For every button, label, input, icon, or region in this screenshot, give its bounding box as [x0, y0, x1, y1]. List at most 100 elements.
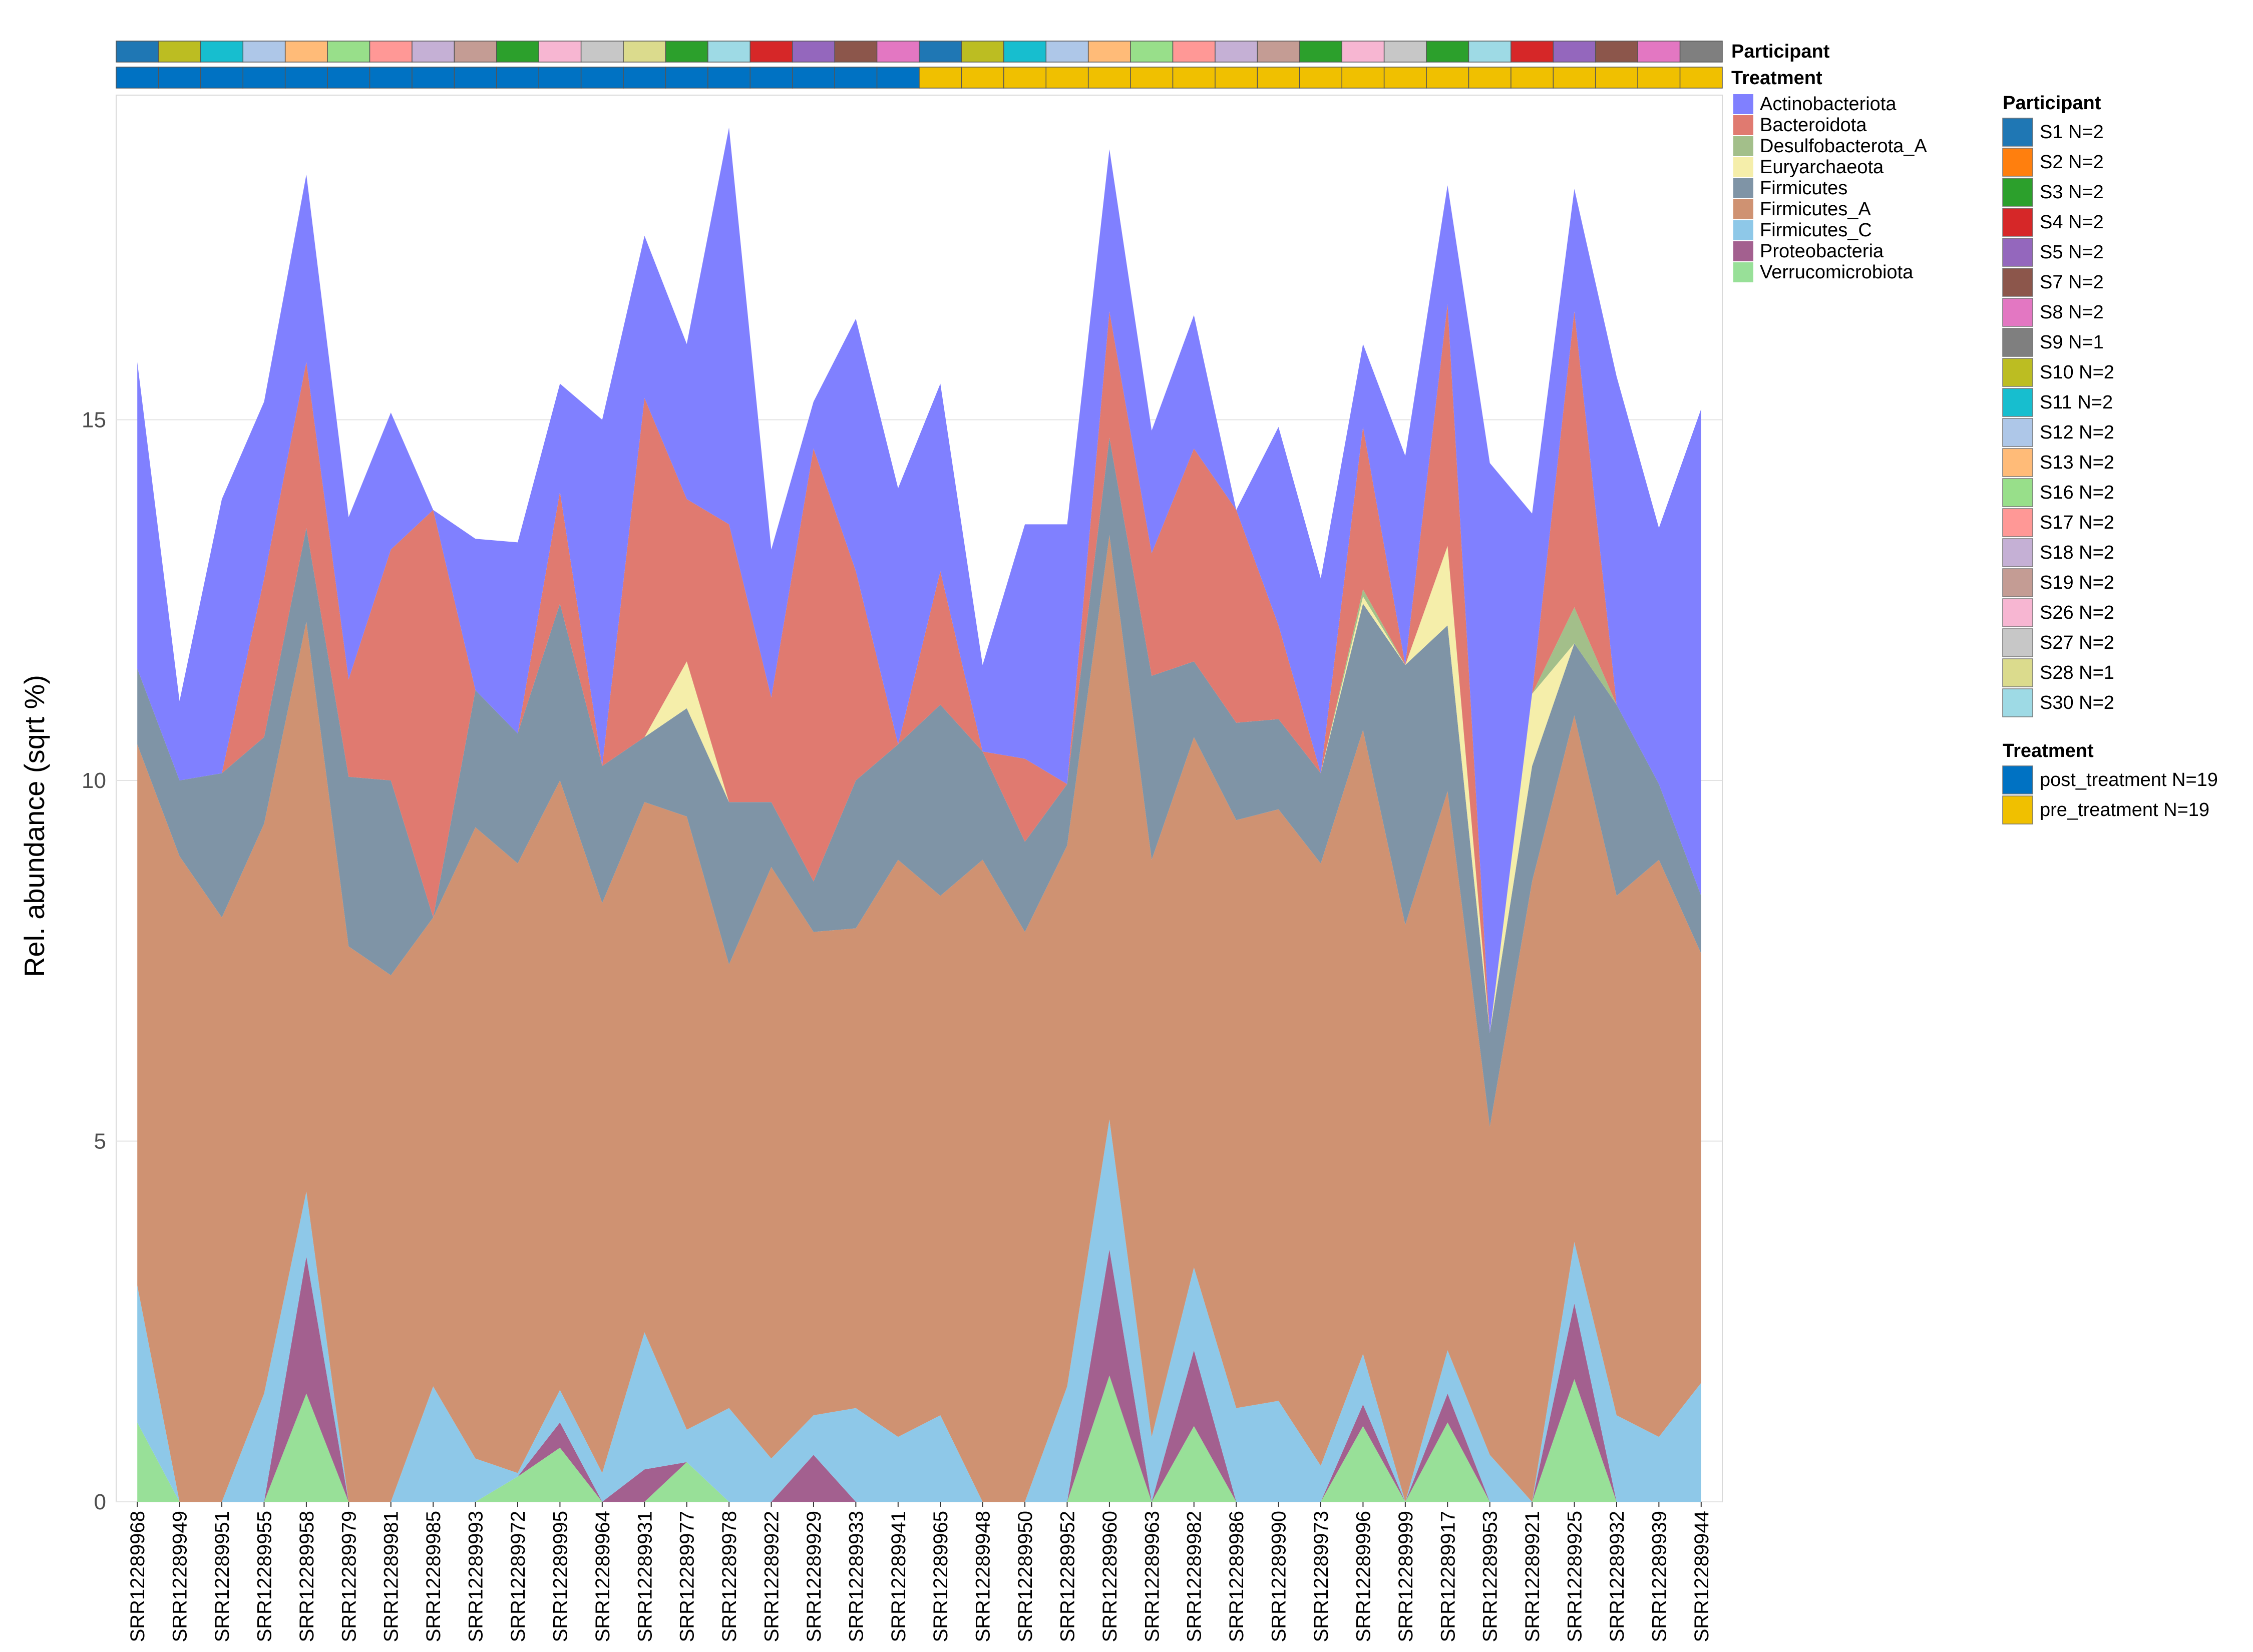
legend-label: Desulfobacterota_A — [1760, 136, 1927, 157]
participant-legend-swatch — [2002, 148, 2033, 177]
y-tick-label: 5 — [94, 1129, 106, 1153]
participant-legend-label: S12 N=2 — [2040, 422, 2114, 443]
treatment-legend-swatch — [2002, 765, 2033, 794]
participant-legend-label: S10 N=2 — [2040, 362, 2114, 383]
legend-swatch — [1733, 241, 1753, 261]
participant-legend-swatch — [2002, 358, 2033, 387]
y-axis: 0 5 10 15 — [82, 407, 106, 1514]
treatment-strip-cell — [1257, 67, 1300, 89]
participant-legend-swatch — [2002, 268, 2033, 297]
x-tick-label: SRR12289978 — [718, 1511, 740, 1642]
phylum-legend: ActinobacteriotaBacteroidotaDesulfobacte… — [1733, 94, 1927, 283]
participant-strip-cell — [1679, 41, 1723, 63]
area-actinobacteriota — [137, 127, 1701, 1033]
x-tick-label: SRR12289933 — [845, 1511, 867, 1642]
x-tick-label: SRR12289955 — [254, 1511, 276, 1642]
participant-strip-cell — [834, 41, 878, 63]
y-tick-label: 15 — [82, 407, 106, 432]
participant-legend-label: S4 N=2 — [2040, 212, 2104, 233]
x-tick-label: SRR12289931 — [634, 1511, 656, 1642]
treatment-strip-cell — [665, 67, 708, 89]
area-bacteroidota — [137, 304, 1701, 1033]
treatment-strip-cell — [792, 67, 835, 89]
treatment-strip-cell — [1637, 67, 1681, 89]
participant-legend-label: S17 N=2 — [2040, 512, 2114, 533]
treatment-strip-cell — [1130, 67, 1174, 89]
participant-strip-cell — [1595, 41, 1638, 63]
x-axis: SRR12289968 SRR12289949 SRR12289951 SRR1228… — [127, 1502, 1713, 1642]
participant-strip-cell — [1087, 41, 1131, 63]
treatment-strip — [116, 67, 1723, 89]
participant-legend-swatch — [2002, 388, 2033, 417]
participant-legend-label: S18 N=2 — [2040, 542, 2114, 563]
participant-legend-label: S30 N=2 — [2040, 692, 2114, 713]
legend-swatch — [1733, 94, 1753, 114]
treatment-strip-cell — [369, 67, 413, 89]
treatment-strip-cell — [327, 67, 370, 89]
treatment-legend-label: post_treatment N=19 — [2040, 769, 2218, 790]
participant-strip-cell — [1341, 41, 1385, 63]
treatment-strip-title: Treatment — [1731, 68, 1822, 89]
legend-swatch — [1733, 115, 1753, 135]
participant-legend-label: S19 N=2 — [2040, 572, 2114, 593]
treatment-strip-cell — [1172, 67, 1216, 89]
participant-legend-swatch — [2002, 298, 2033, 327]
participant-legend-swatch — [2002, 418, 2033, 447]
x-tick-label: SRR12289944 — [1691, 1511, 1713, 1642]
participant-legend-swatch — [2002, 568, 2033, 597]
x-tick-label: SRR12289925 — [1564, 1511, 1586, 1642]
treatment-strip-cell — [1468, 67, 1512, 89]
participant-strip-cell — [1215, 41, 1258, 63]
participant-strip-cell — [284, 41, 328, 63]
x-tick-label: SRR12289958 — [296, 1511, 318, 1642]
participant-strip-cell — [919, 41, 962, 63]
legend-label: Proteobacteria — [1760, 241, 1884, 262]
treatment-legend-title: Treatment — [2003, 740, 2094, 761]
x-tick-label: SRR12289952 — [1057, 1511, 1079, 1642]
participant-strip-cell — [707, 41, 751, 63]
x-tick-label: SRR12289977 — [676, 1511, 698, 1642]
participant-strip-cell — [538, 41, 582, 63]
participant-strip-cell — [665, 41, 708, 63]
x-tick-label: SRR12289932 — [1606, 1511, 1628, 1642]
y-tick-label: 0 — [94, 1490, 106, 1514]
participant-legend-swatch — [2002, 508, 2033, 537]
participant-legend-label: S13 N=2 — [2040, 452, 2114, 473]
treatment-strip-cell — [454, 67, 497, 89]
treatment-strip-cell — [116, 67, 159, 89]
participant-strip-cell — [1637, 41, 1681, 63]
treatment-legend-swatch — [2002, 795, 2033, 824]
area-verrucomicrobiota — [137, 1375, 1701, 1502]
x-tick-label: SRR12289951 — [211, 1511, 233, 1642]
x-tick-label: SRR12289917 — [1437, 1511, 1459, 1642]
participant-legend-label: S8 N=2 — [2040, 302, 2104, 323]
participant-strip-cell — [200, 41, 244, 63]
x-tick-label: SRR12289950 — [1014, 1511, 1036, 1642]
participant-legend-label: S2 N=2 — [2040, 152, 2104, 173]
treatment-strip-cell — [1003, 67, 1047, 89]
participant-strip-cell — [1045, 41, 1089, 63]
legend-swatch — [1733, 157, 1753, 177]
x-tick-label: SRR12289941 — [888, 1511, 910, 1642]
treatment-strip-cell — [1553, 67, 1596, 89]
participant-legend-swatch — [2002, 688, 2033, 717]
treatment-strip-cell — [1341, 67, 1385, 89]
treatment-legend: Treatment post_treatment N=19 pre_treatmen… — [2002, 740, 2218, 824]
participant-strip-cell — [1553, 41, 1596, 63]
participant-legend-swatch — [2002, 538, 2033, 567]
area-firmicutes-a — [137, 535, 1701, 1502]
treatment-strip-cell — [158, 67, 201, 89]
participant-legend-label: S7 N=2 — [2040, 272, 2104, 293]
treatment-strip-cell — [919, 67, 962, 89]
x-tick-label: SRR12289985 — [423, 1511, 445, 1642]
participant-legend-swatch — [2002, 628, 2033, 657]
legend-label: Actinobacteriota — [1760, 94, 1897, 115]
participant-legend-label: S26 N=2 — [2040, 602, 2114, 623]
legend-label: Firmicutes_C — [1760, 220, 1872, 241]
participant-strip-cell — [327, 41, 370, 63]
participant-strip-cell — [242, 41, 286, 63]
x-tick-label: SRR12289953 — [1479, 1511, 1501, 1642]
legend-label: Bacteroidota — [1760, 115, 1867, 136]
legend-label: Firmicutes_A — [1760, 199, 1871, 220]
